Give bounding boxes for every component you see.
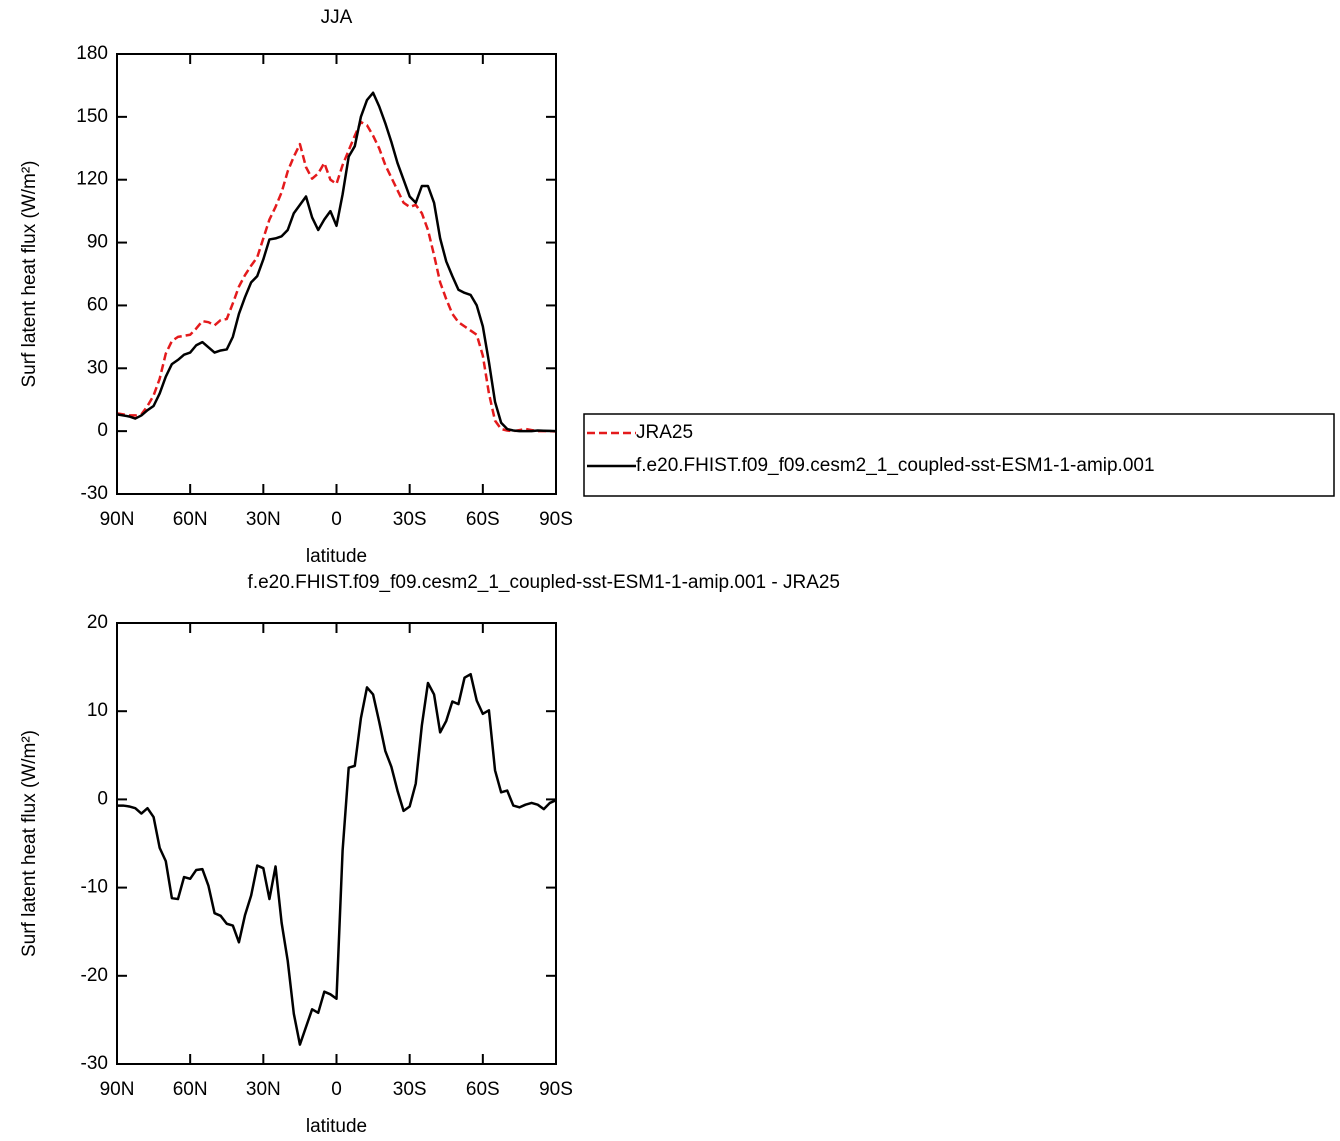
x-axis-label: latitude (306, 546, 367, 567)
x-tick-label: 90N (100, 509, 135, 530)
y-tick-label: 20 (87, 612, 108, 633)
plot-frame (116, 622, 557, 1065)
x-tick-label: 30S (393, 509, 427, 530)
legend-box (583, 413, 1335, 497)
x-tick-label: 30S (393, 1079, 427, 1100)
chart-title: JJA (321, 7, 353, 28)
x-axis-label: latitude (306, 1116, 367, 1137)
y-tick-label: 0 (97, 420, 108, 441)
y-tick-label: -20 (81, 965, 108, 986)
data-line (117, 672, 557, 1046)
x-tick-label: 60N (173, 1079, 208, 1100)
y-tick-label: -10 (81, 877, 108, 898)
legend-label: JRA25 (636, 422, 693, 443)
y-tick-label: -30 (81, 1053, 108, 1074)
y-tick-label: 30 (87, 357, 108, 378)
data-line (116, 91, 557, 433)
y-tick-label: -30 (81, 483, 108, 504)
x-tick-label: 60N (173, 509, 208, 530)
y-tick-label: 60 (87, 294, 108, 315)
y-tick-label: 180 (76, 43, 108, 64)
x-tick-label: 90S (539, 509, 573, 530)
x-tick-label: 0 (331, 1079, 342, 1100)
x-tick-label: 60S (466, 1079, 500, 1100)
y-tick-label: 10 (87, 700, 108, 721)
x-tick-label: 30N (246, 509, 281, 530)
x-tick-label: 0 (331, 509, 342, 530)
y-tick-label: 0 (97, 788, 108, 809)
data-line (116, 120, 557, 433)
y-axis-label: Surf latent heat flux (W/m²) (19, 160, 40, 387)
y-tick-label: 120 (76, 169, 108, 190)
legend-label: f.e20.FHIST.f09_f09.cesm2_1_coupled-sst-… (636, 455, 1155, 476)
x-tick-label: 30N (246, 1079, 281, 1100)
y-axis-label: Surf latent heat flux (W/m²) (19, 730, 40, 957)
x-tick-label: 60S (466, 509, 500, 530)
x-tick-label: 90S (539, 1079, 573, 1100)
plot-frame (116, 53, 557, 495)
x-tick-label: 90N (100, 1079, 135, 1100)
chart-title: f.e20.FHIST.f09_f09.cesm2_1_coupled-sst-… (248, 572, 840, 593)
y-tick-label: 90 (87, 232, 108, 253)
y-tick-label: 150 (76, 106, 108, 127)
